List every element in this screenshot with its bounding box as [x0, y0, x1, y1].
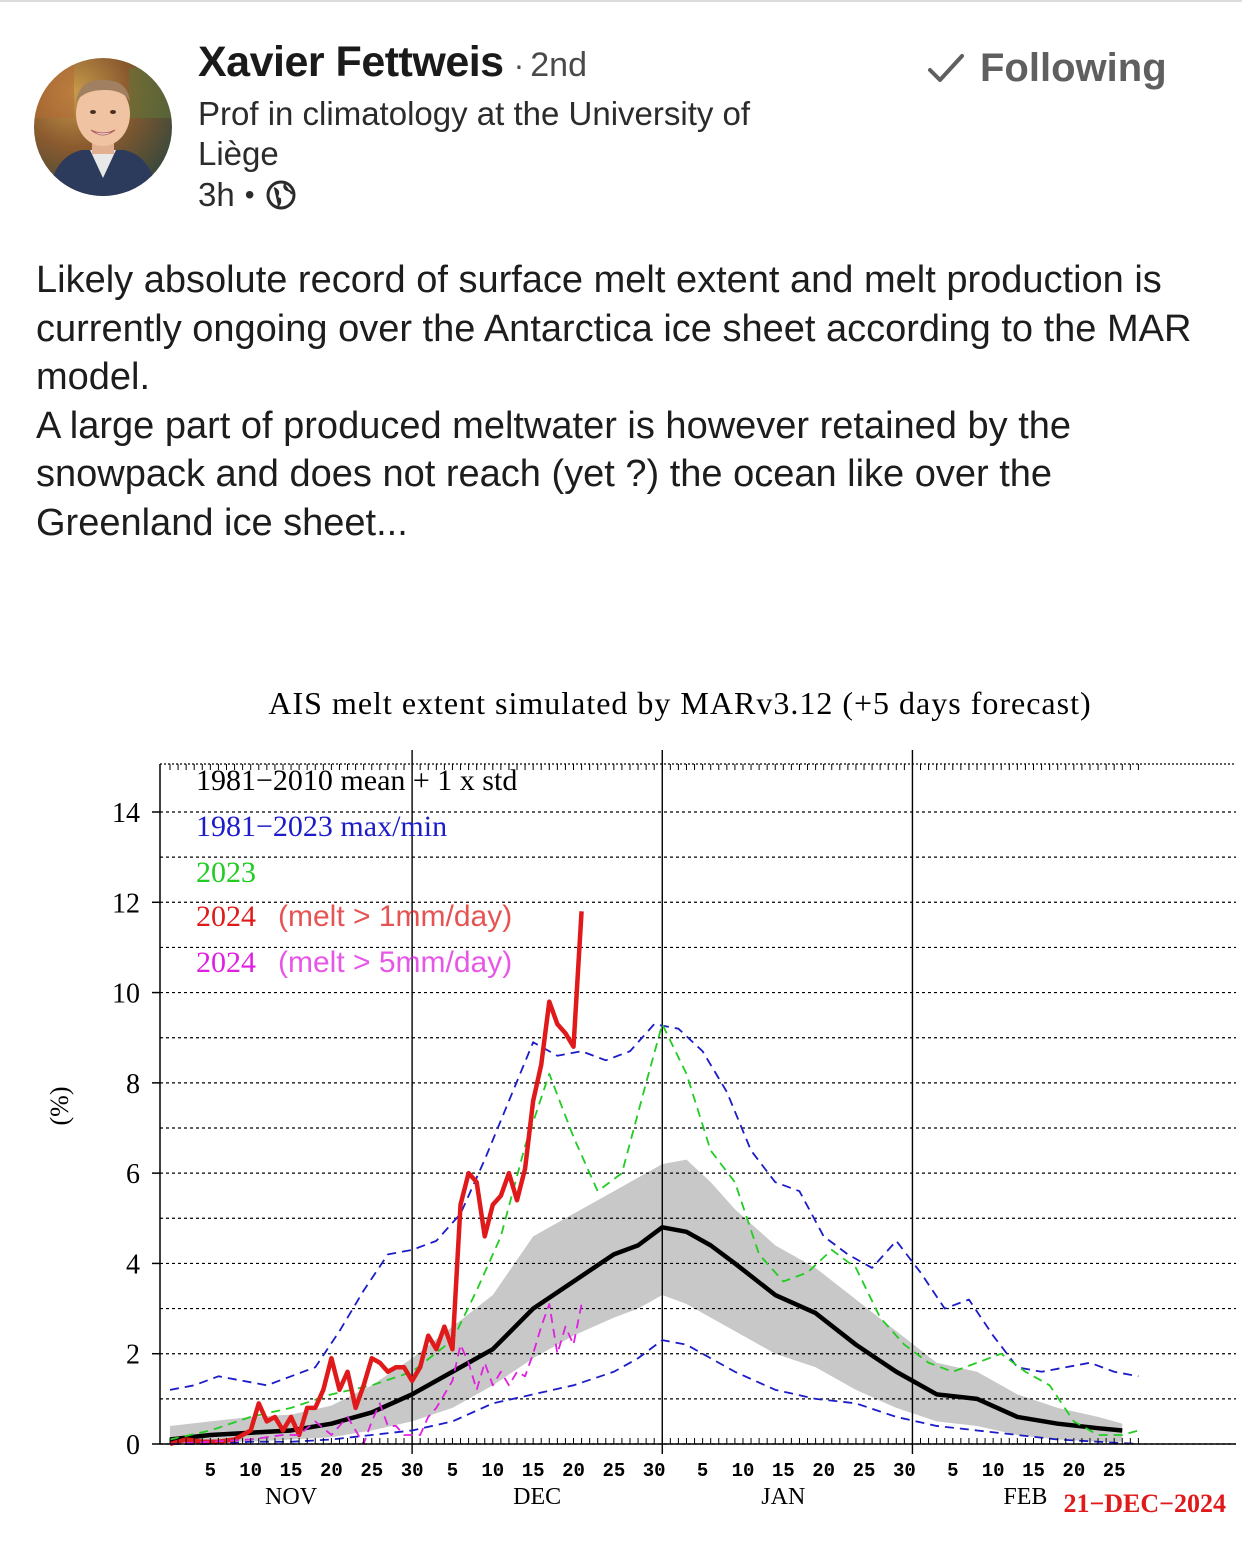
month-label: FEB [1003, 1484, 1047, 1510]
x-tick-label: 15 [522, 1460, 545, 1482]
y-tick-label: 14 [112, 798, 140, 829]
x-tick-label: 10 [239, 1460, 262, 1482]
connection-degree: 2nd [530, 46, 587, 84]
x-tick-label: 5 [205, 1460, 216, 1482]
x-tick-label: 30 [643, 1460, 666, 1482]
series-line [169, 1023, 1139, 1391]
post-time: 3h [198, 176, 235, 213]
author-line: Xavier Fettweis · 2nd [198, 38, 587, 87]
x-tick-label: 20 [320, 1460, 343, 1482]
globe-icon [266, 180, 296, 210]
series-line [169, 1023, 1139, 1441]
x-tick-label: 10 [982, 1460, 1005, 1482]
date-stamp: 21−DEC−2024 [1063, 1489, 1226, 1518]
chart-svg: 0 2 4 6 8 10 12 14 5 10 15 20 25 30 5 10 15 20 25 30 5 10 15 20… [45, 685, 1236, 1518]
series-line [170, 1339, 1139, 1445]
top-divider [0, 0, 1242, 2]
y-axis-label: (%) [45, 1087, 74, 1126]
author-headline: Prof in climatology at the University of… [198, 95, 751, 172]
x-tick-label: 20 [1062, 1460, 1085, 1482]
melt-extent-chart[interactable]: 0 2 4 6 8 10 12 14 5 10 15 20 25 30 5 10 15 20 25 30 5 10 15 20… [0, 660, 1242, 1536]
y-tick-label: 10 [112, 979, 140, 1010]
legend-entry: 1981−2010 mean + 1 x std [196, 764, 517, 797]
y-tick-label: 8 [126, 1069, 140, 1100]
x-tick-label: 25 [1103, 1460, 1126, 1482]
x-tick-label: 10 [732, 1460, 755, 1482]
series-line [169, 1225, 1123, 1442]
following-label: Following [980, 46, 1167, 90]
legend-entry: 2024 (melt > 5mm/day) [196, 946, 512, 979]
post-meta: 3h • [198, 176, 297, 214]
x-tick-label: 20 [812, 1460, 835, 1482]
x-tick-label: 15 [280, 1460, 303, 1482]
x-tick-label: 30 [893, 1460, 916, 1482]
chart-title: AIS melt extent simulated by MARv3.12 (+… [268, 685, 1091, 721]
y-tick-label: 6 [126, 1159, 140, 1190]
x-tick-label: 5 [697, 1460, 708, 1482]
y-tick-label: 2 [126, 1340, 140, 1371]
month-label: NOV [265, 1484, 318, 1510]
y-tick-label: 12 [112, 888, 140, 919]
month-label: JAN [761, 1484, 805, 1510]
x-tick-label: 25 [853, 1460, 876, 1482]
x-tick-label: 25 [602, 1460, 625, 1482]
degree-separator: · [513, 47, 525, 83]
author-name[interactable]: Xavier Fettweis [198, 38, 504, 86]
avatar-photo [34, 58, 172, 196]
following-button[interactable]: Following [926, 46, 1167, 91]
series-line [169, 1303, 583, 1445]
legend-entry-suffix: (melt > 5mm/day) [278, 946, 512, 979]
x-tick-label: 25 [360, 1460, 383, 1482]
check-icon [928, 53, 964, 82]
post-paragraph-2: A large part of produced meltwater is ho… [36, 404, 1072, 544]
legend-entry: 2023 [196, 856, 256, 889]
avatar[interactable] [34, 58, 172, 196]
x-tick-label: 15 [1022, 1460, 1045, 1482]
x-tick-label: 20 [562, 1460, 585, 1482]
legend-entry: 1981−2023 max/min [196, 810, 447, 843]
x-tick-label: 30 [401, 1460, 424, 1482]
x-tick-label: 15 [772, 1460, 795, 1482]
post-body: Likely absolute record of surface melt e… [36, 256, 1226, 547]
legend-entry: 2024 (melt > 1mm/day) [196, 900, 512, 933]
x-tick-label: 5 [947, 1460, 958, 1482]
y-tick-label: 0 [126, 1430, 140, 1461]
series-line [169, 911, 584, 1447]
x-tick-label: 10 [481, 1460, 504, 1482]
month-label: DEC [513, 1484, 561, 1510]
x-tick-label: 5 [447, 1460, 458, 1482]
meta-separator: • [244, 179, 255, 210]
post-paragraph-1: Likely absolute record of surface melt e… [36, 259, 1192, 398]
legend-entry-suffix: (melt > 1mm/day) [278, 900, 512, 933]
y-tick-label: 4 [126, 1249, 140, 1280]
